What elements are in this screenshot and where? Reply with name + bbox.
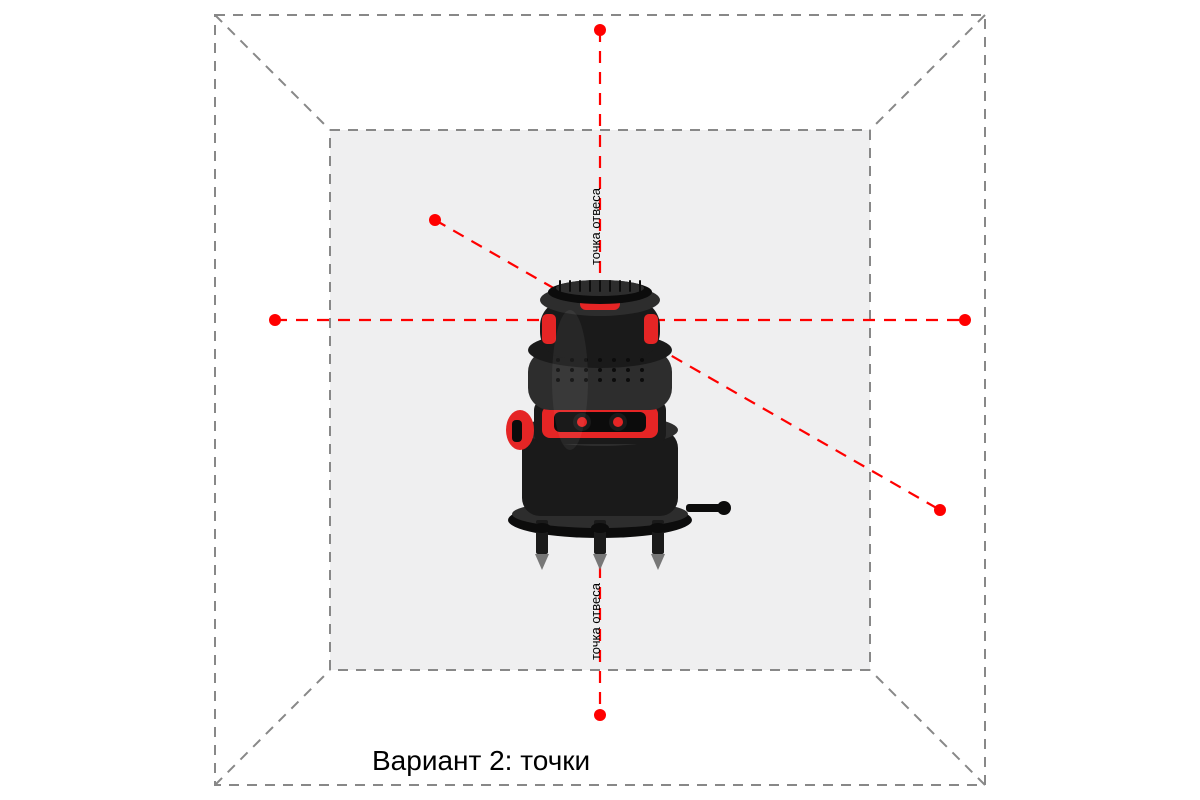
plumb-label-bottom: точка отвеса [588, 583, 603, 660]
diagram-svg [0, 0, 1200, 800]
diagram-stage: { "canvas":{"w":1200,"h":800,"bg":"#ffff… [0, 0, 1200, 800]
caption: Вариант 2: точки [372, 745, 590, 777]
plumb-label-top: точка отвеса [588, 188, 603, 265]
